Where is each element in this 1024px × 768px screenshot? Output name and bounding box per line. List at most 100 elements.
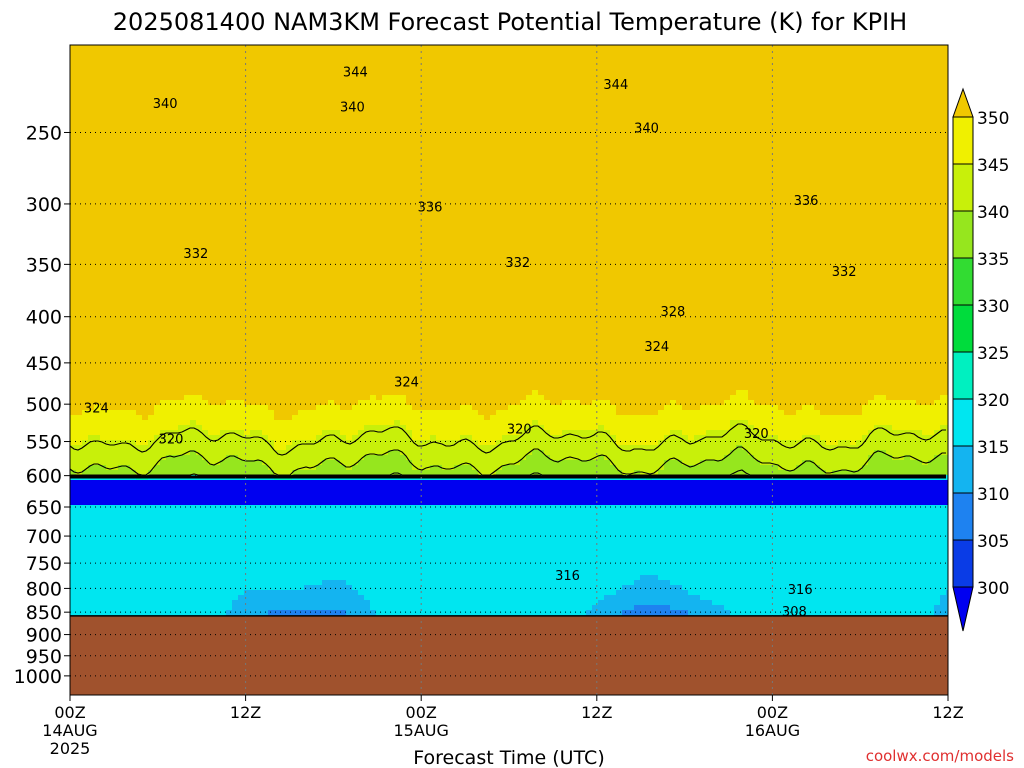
field-cell [142,390,149,396]
field-cell [70,240,77,246]
field-cell [148,200,155,206]
field-cell [76,495,83,501]
field-cell [112,290,119,296]
field-cell [76,235,83,241]
field-cell [166,170,173,176]
field-cell [274,105,281,111]
field-cell [148,50,155,56]
field-cell [244,430,251,436]
field-cell [172,215,179,221]
field-cell [76,90,83,96]
field-cell [244,170,251,176]
field-cell [232,450,239,456]
field-cell [166,320,173,326]
field-cell [148,420,155,426]
field-cell [268,605,275,611]
field-cell [148,410,155,416]
field-cell [136,510,143,516]
field-cell [262,165,269,171]
field-cell [232,285,239,291]
field-cell [262,155,269,161]
field-cell [160,420,167,426]
field-cell [172,145,179,151]
field-cell [148,325,155,331]
field-cell [196,175,203,181]
field-cell [178,555,185,561]
field-cell [148,80,155,86]
field-cell [130,420,137,426]
field-cell [118,145,125,151]
field-cell [226,240,233,246]
field-cell [136,305,143,311]
field-cell [130,430,137,436]
field-cell [88,295,95,301]
field-cell [232,600,239,606]
field-cell [172,350,179,356]
field-cell [148,495,155,501]
field-cell [214,290,221,296]
field-cell [256,165,263,171]
field-cell [238,445,245,451]
field-cell [94,370,101,376]
field-cell [172,580,179,586]
field-cell [202,355,209,361]
field-cell [112,490,119,496]
field-cell [124,545,131,551]
field-cell [76,480,83,486]
field-cell [190,115,197,121]
field-cell [208,440,215,446]
field-cell [214,405,221,411]
field-cell [100,505,107,511]
field-cell [190,290,197,296]
field-cell [250,445,257,451]
field-cell [106,125,113,131]
field-cell [244,240,251,246]
field-cell [94,600,101,606]
field-cell [76,220,83,226]
field-cell [274,295,281,301]
field-cell [82,50,89,56]
field-cell [166,125,173,131]
field-cell [142,420,149,426]
field-cell [202,440,209,446]
field-cell [178,400,185,406]
field-cell [82,60,89,66]
field-cell [154,315,161,321]
field-cell [280,90,287,96]
field-cell [268,365,275,371]
field-cell [124,65,131,71]
field-cell [136,445,143,451]
field-cell [148,350,155,356]
field-cell [280,65,287,71]
field-cell [292,400,299,406]
field-cell [190,350,197,356]
field-cell [106,405,113,411]
field-cell [154,295,161,301]
field-cell [70,355,77,361]
field-cell [226,180,233,186]
field-cell [142,515,149,521]
field-cell [196,90,203,96]
field-cell [226,300,233,306]
field-cell [136,320,143,326]
field-cell [298,130,305,136]
field-cell [232,295,239,301]
field-cell [196,560,203,566]
field-cell [226,160,233,166]
field-cell [136,160,143,166]
field-cell [166,90,173,96]
field-cell [256,55,263,61]
field-cell [196,570,203,576]
field-cell [142,165,149,171]
field-cell [256,520,263,526]
field-cell [70,115,77,121]
field-cell [76,205,83,211]
field-cell [244,125,251,131]
field-cell [250,245,257,251]
field-cell [136,215,143,221]
field-cell [160,280,167,286]
field-cell [262,180,269,186]
field-cell [148,240,155,246]
field-cell [94,260,101,266]
field-cell [76,265,83,271]
